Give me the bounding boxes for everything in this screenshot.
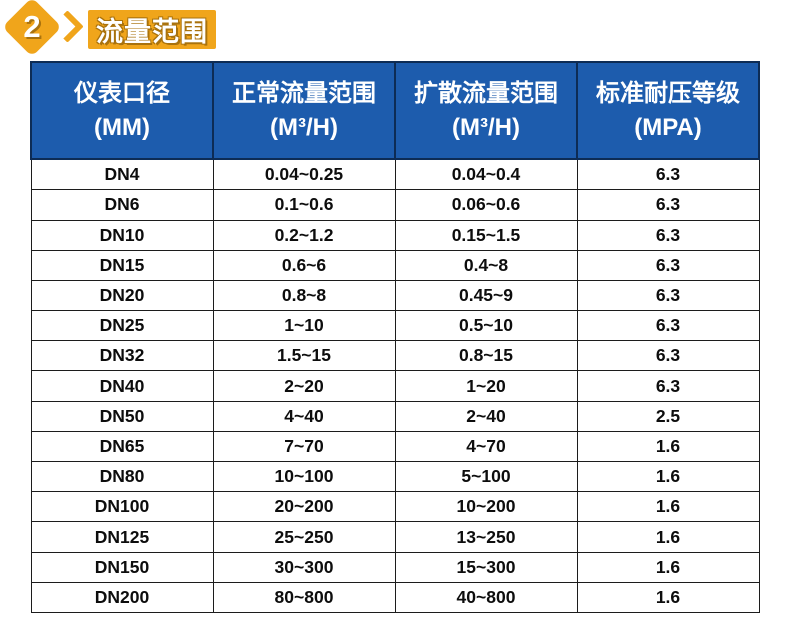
cell-pressure-rating: 1.6: [576, 491, 760, 523]
cell-pressure-rating: 1.6: [576, 461, 760, 493]
cell-diameter: DN65: [30, 430, 214, 463]
col-header-line2: (MM): [94, 113, 150, 141]
cell-extended-flow-range: 0.5~10: [394, 310, 578, 342]
cell-diameter: DN125: [30, 521, 214, 553]
cell-diameter: DN32: [30, 340, 214, 372]
col-header-line1: 标准耐压等级: [596, 79, 740, 107]
table-row: DN32 1.5~15 0.8~15 6.3: [30, 340, 760, 372]
cell-extended-flow-range: 5~100: [394, 461, 578, 493]
col-header-extended-flow-range: 扩散流量范围 (M³/H): [394, 61, 578, 160]
cell-normal-flow-range: 80~800: [212, 581, 396, 614]
cell-extended-flow-range: 1~20: [394, 370, 578, 402]
cell-pressure-rating: 1.6: [576, 521, 760, 553]
cell-normal-flow-range: 4~40: [212, 400, 396, 432]
cell-diameter: DN40: [30, 370, 214, 402]
table-row: DN10 0.2~1.2 0.15~1.5 6.3: [30, 219, 760, 251]
cell-diameter: DN6: [30, 189, 214, 221]
table-row: DN80 10~100 5~100 1.6: [30, 461, 760, 493]
cell-normal-flow-range: 7~70: [212, 430, 396, 463]
table-row: DN25 1~10 0.5~10 6.3: [30, 310, 760, 342]
cell-diameter: DN100: [30, 491, 214, 523]
col-header-pressure-rating: 标准耐压等级 (MPA): [576, 61, 760, 160]
cell-normal-flow-range: 25~250: [212, 521, 396, 553]
cell-extended-flow-range: 40~800: [394, 581, 578, 614]
section-number: 2: [23, 9, 41, 44]
table-row: DN6 0.1~0.6 0.06~0.6 6.3: [30, 189, 760, 221]
col-header-line1: 仪表口径: [74, 79, 170, 107]
flow-range-table: 仪表口径 (MM) 正常流量范围 (M³/H) 扩散流量范围 (M³/H) 标准…: [30, 61, 760, 614]
cell-normal-flow-range: 1.5~15: [212, 340, 396, 372]
cell-diameter: DN10: [30, 219, 214, 251]
cell-extended-flow-range: 0.8~15: [394, 340, 578, 372]
cell-extended-flow-range: 0.06~0.6: [394, 189, 578, 221]
col-header-normal-flow-range: 正常流量范围 (M³/H): [212, 61, 396, 160]
table-row: DN20 0.8~8 0.45~9 6.3: [30, 279, 760, 312]
cell-extended-flow-range: 10~200: [394, 491, 578, 523]
cell-normal-flow-range: 0.04~0.25: [212, 158, 396, 191]
cell-diameter: DN20: [30, 279, 214, 312]
cell-pressure-rating: 6.3: [576, 219, 760, 251]
cell-extended-flow-range: 0.4~8: [394, 249, 578, 281]
table-row: DN65 7~70 4~70 1.6: [30, 430, 760, 463]
table-row: DN15 0.6~6 0.4~8 6.3: [30, 249, 760, 281]
cell-normal-flow-range: 1~10: [212, 310, 396, 342]
cell-pressure-rating: 2.5: [576, 400, 760, 432]
cell-normal-flow-range: 0.2~1.2: [212, 219, 396, 251]
cell-pressure-rating: 1.6: [576, 581, 760, 614]
cell-extended-flow-range: 0.45~9: [394, 279, 578, 312]
cell-extended-flow-range: 13~250: [394, 521, 578, 553]
col-header-line2: (M³/H): [452, 113, 520, 141]
section-title: 流量范围: [88, 10, 216, 49]
col-header-line2: (M³/H): [270, 113, 338, 141]
table-row: DN4 0.04~0.25 0.04~0.4 6.3: [30, 158, 760, 191]
section-heading: 2 流量范围: [0, 0, 790, 60]
chevron-right-icon: [51, 10, 84, 43]
col-header-line2: (MPA): [634, 113, 702, 141]
table-row: DN100 20~200 10~200 1.6: [30, 491, 760, 523]
table-row: DN150 30~300 15~300 1.6: [30, 551, 760, 583]
cell-extended-flow-range: 15~300: [394, 551, 578, 583]
cell-normal-flow-range: 10~100: [212, 461, 396, 493]
cell-normal-flow-range: 20~200: [212, 491, 396, 523]
table-header: 仪表口径 (MM) 正常流量范围 (M³/H) 扩散流量范围 (M³/H) 标准…: [30, 61, 760, 160]
cell-diameter: DN50: [30, 400, 214, 432]
table-row: DN40 2~20 1~20 6.3: [30, 370, 760, 402]
cell-normal-flow-range: 30~300: [212, 551, 396, 583]
cell-normal-flow-range: 0.1~0.6: [212, 189, 396, 221]
cell-normal-flow-range: 0.8~8: [212, 279, 396, 312]
table-row: DN125 25~250 13~250 1.6: [30, 521, 760, 553]
cell-pressure-rating: 1.6: [576, 551, 760, 583]
cell-pressure-rating: 6.3: [576, 340, 760, 372]
col-header-diameter: 仪表口径 (MM): [30, 61, 214, 160]
table-body: DN4 0.04~0.25 0.04~0.4 6.3 DN6 0.1~0.6 0.06~0.…: [30, 158, 760, 614]
table-header-row: 仪表口径 (MM) 正常流量范围 (M³/H) 扩散流量范围 (M³/H) 标准…: [30, 61, 760, 160]
col-header-line1: 正常流量范围: [232, 79, 376, 107]
cell-diameter: DN4: [30, 158, 214, 191]
cell-diameter: DN15: [30, 249, 214, 281]
table-row: DN50 4~40 2~40 2.5: [30, 400, 760, 432]
cell-pressure-rating: 1.6: [576, 430, 760, 463]
cell-diameter: DN80: [30, 461, 214, 493]
cell-pressure-rating: 6.3: [576, 249, 760, 281]
cell-extended-flow-range: 0.04~0.4: [394, 158, 578, 191]
col-header-line1: 扩散流量范围: [414, 79, 558, 107]
cell-pressure-rating: 6.3: [576, 310, 760, 342]
cell-pressure-rating: 6.3: [576, 279, 760, 312]
cell-diameter: DN200: [30, 581, 214, 614]
cell-normal-flow-range: 0.6~6: [212, 249, 396, 281]
cell-pressure-rating: 6.3: [576, 189, 760, 221]
cell-diameter: DN25: [30, 310, 214, 342]
cell-diameter: DN150: [30, 551, 214, 583]
cell-extended-flow-range: 0.15~1.5: [394, 219, 578, 251]
cell-pressure-rating: 6.3: [576, 158, 760, 191]
cell-normal-flow-range: 2~20: [212, 370, 396, 402]
cell-pressure-rating: 6.3: [576, 370, 760, 402]
table-row: DN200 80~800 40~800 1.6: [30, 581, 760, 614]
cell-extended-flow-range: 2~40: [394, 400, 578, 432]
cell-extended-flow-range: 4~70: [394, 430, 578, 463]
